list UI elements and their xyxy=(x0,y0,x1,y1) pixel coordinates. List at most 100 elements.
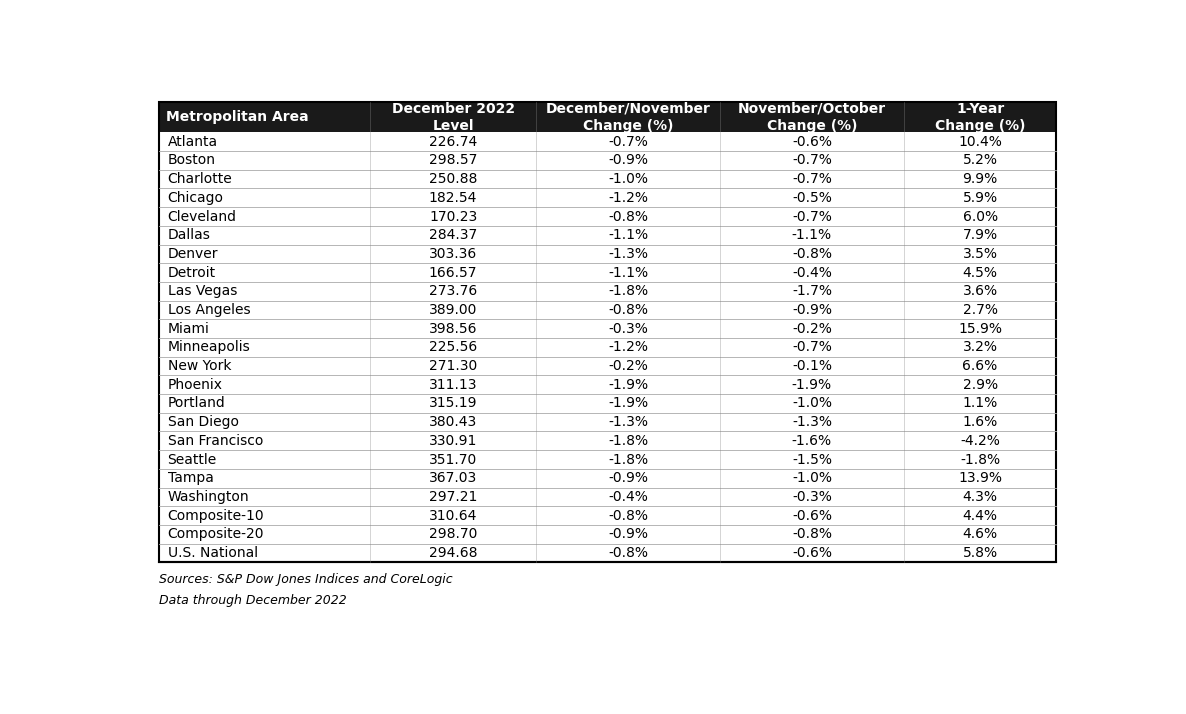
Text: -1.9%: -1.9% xyxy=(608,378,648,392)
Text: 4.6%: 4.6% xyxy=(963,528,997,541)
Text: -0.8%: -0.8% xyxy=(792,528,831,541)
Text: Miami: Miami xyxy=(167,322,210,336)
Text: 3.5%: 3.5% xyxy=(963,247,997,261)
Text: 170.23: 170.23 xyxy=(429,209,477,223)
Text: San Diego: San Diego xyxy=(167,415,238,429)
Text: -1.8%: -1.8% xyxy=(959,453,1000,466)
Text: -1.2%: -1.2% xyxy=(608,191,648,205)
Text: 6.0%: 6.0% xyxy=(963,209,997,223)
Text: 4.4%: 4.4% xyxy=(963,508,997,523)
Text: -1.5%: -1.5% xyxy=(792,453,831,466)
Text: 294.68: 294.68 xyxy=(429,546,477,560)
Bar xyxy=(159,102,1057,132)
Text: 380.43: 380.43 xyxy=(429,415,477,429)
Text: New York: New York xyxy=(167,359,231,373)
Text: Seattle: Seattle xyxy=(167,453,217,466)
Text: Minneapolis: Minneapolis xyxy=(167,341,250,354)
Text: -0.1%: -0.1% xyxy=(792,359,831,373)
Text: -1.0%: -1.0% xyxy=(792,471,831,486)
Text: Los Angeles: Los Angeles xyxy=(167,303,250,317)
Text: -1.8%: -1.8% xyxy=(608,453,648,466)
Text: 1.6%: 1.6% xyxy=(963,415,997,429)
Text: 273.76: 273.76 xyxy=(429,284,477,298)
Text: December 2022
Level: December 2022 Level xyxy=(391,102,515,133)
Text: 298.70: 298.70 xyxy=(429,528,477,541)
Text: 182.54: 182.54 xyxy=(429,191,477,205)
Text: 4.5%: 4.5% xyxy=(963,266,997,280)
Text: -0.9%: -0.9% xyxy=(608,471,648,486)
Text: -0.4%: -0.4% xyxy=(608,490,648,504)
Text: 351.70: 351.70 xyxy=(429,453,477,466)
Text: -1.3%: -1.3% xyxy=(792,415,831,429)
Text: -0.6%: -0.6% xyxy=(792,135,831,149)
Text: -0.7%: -0.7% xyxy=(792,154,831,168)
Text: -0.3%: -0.3% xyxy=(792,490,831,504)
Text: -0.8%: -0.8% xyxy=(608,209,648,223)
Text: -1.0%: -1.0% xyxy=(608,172,648,186)
Text: -1.3%: -1.3% xyxy=(608,415,648,429)
Text: 330.91: 330.91 xyxy=(429,434,477,448)
Text: 271.30: 271.30 xyxy=(429,359,477,373)
Text: -1.1%: -1.1% xyxy=(608,266,648,280)
Text: -1.9%: -1.9% xyxy=(608,396,648,411)
Text: -0.2%: -0.2% xyxy=(608,359,648,373)
Text: 4.3%: 4.3% xyxy=(963,490,997,504)
Text: -0.7%: -0.7% xyxy=(792,341,831,354)
Text: 3.2%: 3.2% xyxy=(963,341,997,354)
Text: 226.74: 226.74 xyxy=(429,135,477,149)
Text: 3.6%: 3.6% xyxy=(963,284,997,298)
Text: -0.7%: -0.7% xyxy=(608,135,648,149)
Text: 284.37: 284.37 xyxy=(429,228,477,242)
Text: U.S. National: U.S. National xyxy=(167,546,257,560)
Text: 6.6%: 6.6% xyxy=(963,359,997,373)
Text: -1.8%: -1.8% xyxy=(608,284,648,298)
Text: 7.9%: 7.9% xyxy=(963,228,997,242)
Text: -0.2%: -0.2% xyxy=(792,322,831,336)
Text: -0.9%: -0.9% xyxy=(792,303,831,317)
Text: Composite-20: Composite-20 xyxy=(167,528,264,541)
Text: December/November
Change (%): December/November Change (%) xyxy=(546,102,710,133)
Text: -0.8%: -0.8% xyxy=(792,247,831,261)
Text: -1.0%: -1.0% xyxy=(792,396,831,411)
Text: Phoenix: Phoenix xyxy=(167,378,223,392)
Text: 398.56: 398.56 xyxy=(429,322,477,336)
Text: -1.1%: -1.1% xyxy=(608,228,648,242)
Text: Sources: S&P Dow Jones Indices and CoreLogic: Sources: S&P Dow Jones Indices and CoreL… xyxy=(159,573,453,586)
Text: Chicago: Chicago xyxy=(167,191,223,205)
Text: -0.7%: -0.7% xyxy=(792,209,831,223)
Text: 15.9%: 15.9% xyxy=(958,322,1002,336)
Text: 315.19: 315.19 xyxy=(429,396,477,411)
Text: 5.8%: 5.8% xyxy=(963,546,997,560)
Text: 13.9%: 13.9% xyxy=(958,471,1002,486)
Text: 298.57: 298.57 xyxy=(429,154,477,168)
Text: -1.8%: -1.8% xyxy=(608,434,648,448)
Text: 250.88: 250.88 xyxy=(429,172,477,186)
Text: 2.9%: 2.9% xyxy=(963,378,997,392)
Text: 389.00: 389.00 xyxy=(429,303,477,317)
Text: -0.8%: -0.8% xyxy=(608,546,648,560)
Text: -0.9%: -0.9% xyxy=(608,528,648,541)
Text: 1-Year
Change (%): 1-Year Change (%) xyxy=(935,102,1026,133)
Text: Dallas: Dallas xyxy=(167,228,210,242)
Text: Data through December 2022: Data through December 2022 xyxy=(159,594,347,607)
Text: Washington: Washington xyxy=(167,490,249,504)
Text: Portland: Portland xyxy=(167,396,225,411)
Text: -1.2%: -1.2% xyxy=(608,341,648,354)
Text: 367.03: 367.03 xyxy=(429,471,477,486)
Text: -1.7%: -1.7% xyxy=(792,284,831,298)
Text: 9.9%: 9.9% xyxy=(963,172,997,186)
Text: San Francisco: San Francisco xyxy=(167,434,263,448)
Text: Metropolitan Area: Metropolitan Area xyxy=(166,110,308,124)
Text: -0.8%: -0.8% xyxy=(608,303,648,317)
Text: Denver: Denver xyxy=(167,247,218,261)
Text: Composite-10: Composite-10 xyxy=(167,508,264,523)
Text: -0.3%: -0.3% xyxy=(608,322,648,336)
Text: 5.9%: 5.9% xyxy=(963,191,997,205)
Text: 166.57: 166.57 xyxy=(429,266,477,280)
Text: Las Vegas: Las Vegas xyxy=(167,284,237,298)
Text: 303.36: 303.36 xyxy=(429,247,477,261)
Text: -0.5%: -0.5% xyxy=(792,191,831,205)
Text: Detroit: Detroit xyxy=(167,266,216,280)
Text: -1.1%: -1.1% xyxy=(792,228,831,242)
Text: -1.3%: -1.3% xyxy=(608,247,648,261)
